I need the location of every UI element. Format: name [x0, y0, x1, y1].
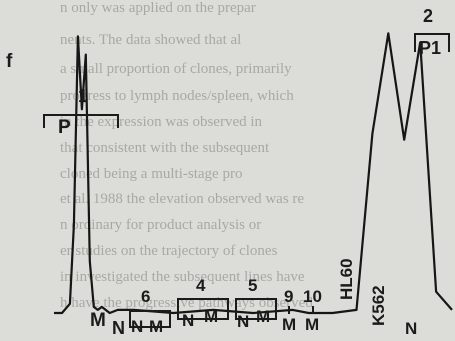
group-label-2: 2: [423, 6, 433, 26]
group-bracket-5: 5 N M: [235, 276, 277, 331]
lane-marker-m: M: [149, 317, 163, 336]
bleed-line: that consistent with the subsequent: [60, 140, 270, 156]
lane-marker-m: M: [305, 315, 319, 334]
bleed-line: a small proportion of clones, primarily: [60, 61, 292, 77]
lane-marker-m: M: [256, 307, 270, 326]
lane-marker-n: N: [237, 312, 249, 331]
group-marker-9: 9 M: [282, 287, 296, 334]
peak-label-p1: P1: [419, 38, 441, 58]
lane-marker-m: M: [204, 307, 218, 326]
lane-marker-n: N: [405, 319, 417, 338]
group-marker-10: 10 M: [303, 287, 322, 334]
group-label-1: 1: [78, 86, 88, 106]
lane-marker-n: N: [112, 318, 125, 338]
lane-marker-n: N: [182, 311, 194, 330]
group-bracket-1: 1 P: [43, 86, 119, 138]
group-label-9: 9: [284, 287, 293, 306]
bleed-line: et al. 1988 the elevation observed was r…: [60, 191, 304, 207]
bleed-line: nents. The data showed that al: [60, 32, 241, 48]
bleed-line: cloned being a multi-stage pro: [60, 166, 242, 182]
densitometer-trace: [54, 32, 453, 315]
group-label-10: 10: [303, 287, 322, 306]
background-text: n only was applied on the prepar nents. …: [60, 0, 313, 311]
bleed-line: er studies on the trajectory of clones: [60, 243, 278, 259]
group-label-4: 4: [196, 276, 206, 295]
bracket-line: [414, 33, 450, 52]
lane-marker-m: M: [90, 310, 106, 331]
group-bracket-6: 6 N M: [129, 287, 171, 336]
bleed-line: n ordinary for product analysis or: [60, 217, 261, 233]
group-label-6: 6: [141, 287, 150, 306]
bracket-box: [177, 298, 229, 320]
cell-line-k562: K562: [369, 285, 388, 326]
bracket-box: [235, 298, 277, 320]
group-label-5: 5: [248, 276, 257, 295]
bleed-line: in investigated the subsequent lines hav…: [60, 269, 305, 285]
panel-label: f: [6, 51, 13, 72]
peak-label-p: P: [58, 117, 71, 138]
cell-line-hl60: HL60: [337, 258, 356, 300]
bleed-line: progress to lymph nodes/spleen, which: [60, 88, 294, 104]
bracket-box: [129, 310, 171, 328]
group-bracket-4: 4 N M: [177, 276, 229, 330]
group-bracket-2: 2 P1: [414, 6, 450, 58]
lane-marker-n: N: [131, 317, 143, 336]
bleed-line: n only was applied on the prepar: [60, 0, 256, 16]
lane-marker-m: M: [282, 315, 296, 334]
bleed-line: in the expression was observed in: [60, 114, 263, 130]
bracket-line: [43, 114, 119, 128]
